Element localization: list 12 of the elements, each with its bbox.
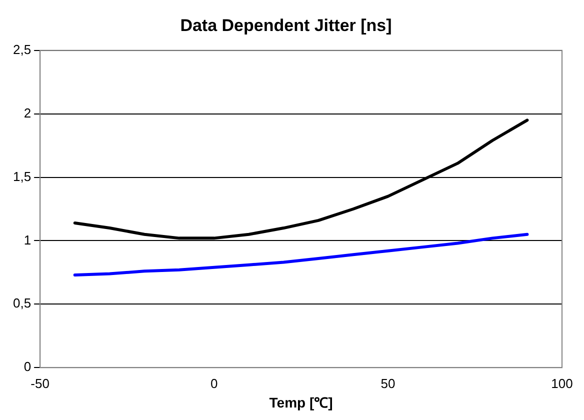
x-tick-label: -50	[30, 376, 50, 391]
y-tick-label: 1,5	[12, 168, 32, 184]
chart-title: Data Dependent Jitter [ns]	[180, 16, 392, 35]
x-tick-label: 50	[380, 376, 396, 391]
x-tick-label: 0	[210, 376, 218, 391]
y-tick-label: 2,5	[12, 42, 32, 57]
x-axis-title: Temp [℃]	[269, 394, 333, 410]
y-tick-label: 0	[24, 359, 32, 374]
y-tick-label: 1	[24, 232, 32, 248]
y-tick-label: 2	[24, 105, 32, 120]
x-tick-label: 100	[551, 376, 573, 391]
y-tick-label: 0,5	[12, 296, 32, 311]
